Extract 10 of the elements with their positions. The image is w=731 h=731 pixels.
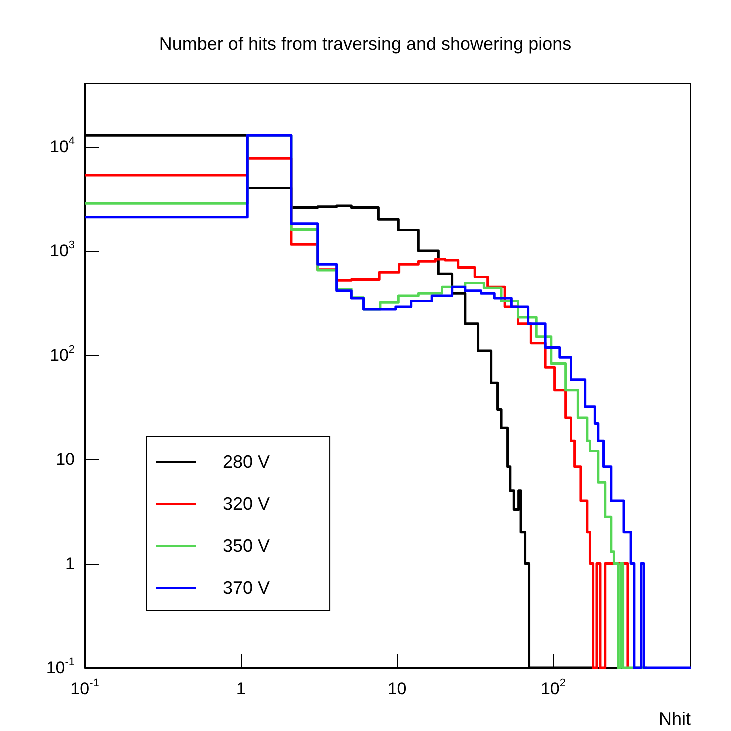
chart-title: Number of hits from traversing and showering pions	[159, 34, 572, 54]
x-tick-label: 1	[236, 680, 246, 698]
x-tick-label: 10	[388, 680, 407, 698]
legend-label: 280 V	[223, 452, 270, 472]
y-tick-label: 10	[56, 450, 76, 470]
legend-label: 320 V	[223, 494, 270, 514]
x-axis-title: Nhit	[658, 709, 691, 729]
legend-label: 370 V	[223, 578, 270, 598]
y-tick-label: 1	[66, 554, 76, 574]
legend-label: 350 V	[223, 536, 270, 556]
